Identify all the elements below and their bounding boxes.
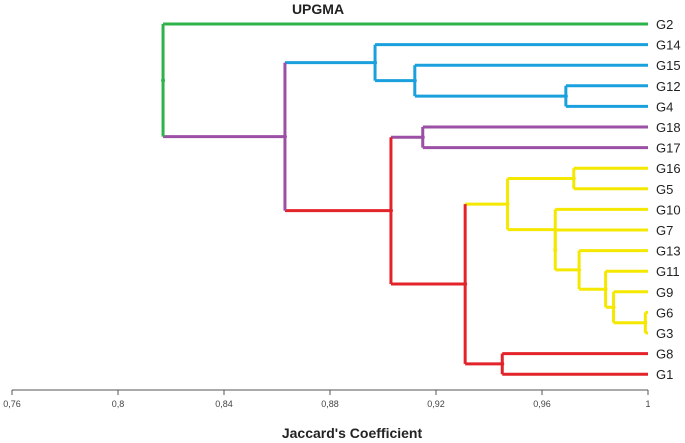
leaf-label-G14: G14	[656, 38, 681, 53]
leaf-label-G9: G9	[656, 285, 673, 300]
x-tick-label-2: 0,84	[215, 399, 233, 409]
x-axis: 0,76 0,8 0,84 0,88 0,92 0,96 1	[3, 389, 651, 409]
x-axis-label: Jaccard's Coefficient	[282, 425, 423, 441]
dendrogram-branches	[161, 22, 648, 376]
x-tick-label-6: 1	[645, 399, 650, 409]
leaf-label-G5: G5	[656, 182, 673, 197]
leaf-label-G16: G16	[656, 161, 681, 176]
x-tick-label-5: 0,96	[533, 399, 551, 409]
leaf-label-G11: G11	[656, 264, 680, 279]
leaf-label-G13: G13	[656, 244, 681, 259]
leaf-label-G4: G4	[656, 99, 673, 114]
leaf-label-G2: G2	[656, 17, 673, 32]
leaf-label-G12: G12	[656, 79, 681, 94]
leaf-label-G18: G18	[656, 120, 681, 135]
leaf-label-G15: G15	[656, 58, 681, 73]
x-tick-label-1: 0,8	[112, 399, 125, 409]
x-tick-label-4: 0,92	[427, 399, 445, 409]
leaf-label-G8: G8	[656, 347, 673, 362]
leaf-label-G3: G3	[656, 326, 673, 341]
node-m17	[161, 78, 166, 83]
leaf-label-G1: G1	[656, 367, 673, 382]
leaf-label-G17: G17	[656, 141, 681, 156]
x-tick-label-3: 0,88	[321, 399, 339, 409]
leaf-labels: G2 G14 G15 G12 G4 G18 G17 G16 G5 G10 G7 G13 G11 G9 G6 G…	[656, 17, 681, 382]
leaf-label-G7: G7	[656, 223, 673, 238]
chart-title: UPGMA	[292, 1, 344, 17]
leaf-label-G10: G10	[656, 202, 681, 217]
leaf-label-G6: G6	[656, 305, 673, 320]
x-tick-label-0: 0,76	[3, 399, 21, 409]
